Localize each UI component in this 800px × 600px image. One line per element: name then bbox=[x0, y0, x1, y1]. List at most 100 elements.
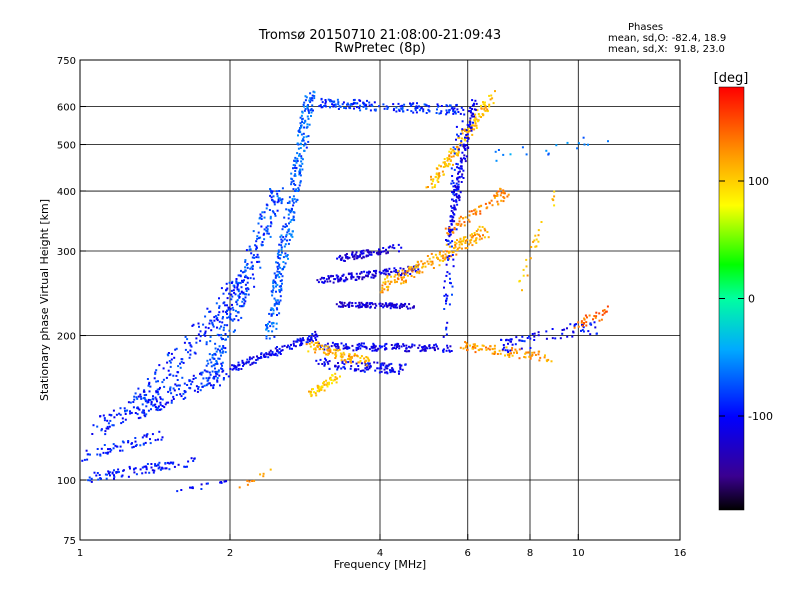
data-point bbox=[360, 271, 363, 273]
data-point bbox=[405, 281, 407, 284]
data-point bbox=[520, 339, 523, 342]
data-point bbox=[330, 345, 333, 348]
data-point bbox=[355, 305, 358, 308]
data-point bbox=[381, 291, 384, 294]
data-point bbox=[534, 245, 537, 248]
data-point bbox=[339, 279, 342, 282]
data-point bbox=[525, 153, 528, 156]
data-point bbox=[393, 303, 396, 306]
data-point bbox=[400, 282, 403, 285]
data-point bbox=[259, 236, 262, 239]
data-point bbox=[269, 217, 272, 220]
data-point bbox=[169, 361, 172, 364]
data-point bbox=[462, 145, 465, 148]
data-point bbox=[276, 201, 279, 204]
data-point bbox=[348, 355, 350, 357]
data-point bbox=[218, 297, 220, 300]
data-point bbox=[386, 304, 389, 307]
data-point bbox=[320, 97, 323, 100]
data-point bbox=[207, 362, 210, 365]
data-point bbox=[365, 107, 368, 110]
data-point bbox=[155, 380, 158, 383]
data-point bbox=[222, 292, 225, 295]
data-point bbox=[173, 389, 176, 392]
data-point bbox=[366, 305, 369, 308]
data-point bbox=[222, 378, 225, 381]
data-point bbox=[303, 109, 306, 112]
data-point bbox=[345, 361, 348, 364]
data-point bbox=[488, 348, 491, 351]
data-point bbox=[529, 356, 532, 359]
data-point bbox=[353, 354, 356, 357]
data-point bbox=[448, 150, 451, 153]
data-point bbox=[348, 256, 351, 259]
data-point bbox=[474, 122, 477, 125]
data-point bbox=[209, 319, 212, 322]
data-point bbox=[348, 353, 351, 356]
data-point bbox=[311, 99, 314, 102]
data-point bbox=[586, 316, 588, 319]
data-point bbox=[384, 343, 387, 346]
data-point bbox=[428, 347, 431, 350]
data-point bbox=[256, 235, 259, 238]
data-point bbox=[157, 467, 160, 470]
data-point bbox=[162, 367, 165, 370]
data-point bbox=[364, 361, 366, 364]
data-point bbox=[156, 391, 159, 394]
data-point bbox=[452, 192, 455, 195]
data-point bbox=[306, 115, 309, 118]
data-point bbox=[241, 279, 243, 282]
data-point bbox=[462, 347, 465, 350]
data-point bbox=[529, 257, 532, 260]
data-point bbox=[226, 312, 228, 315]
data-point bbox=[244, 274, 247, 277]
data-point bbox=[489, 98, 492, 101]
data-point bbox=[250, 252, 253, 255]
data-point bbox=[480, 116, 482, 118]
data-point bbox=[402, 267, 405, 270]
data-point bbox=[411, 343, 414, 346]
data-point bbox=[213, 364, 216, 367]
data-point bbox=[448, 231, 451, 234]
data-point bbox=[430, 182, 433, 185]
data-point bbox=[270, 221, 273, 224]
data-point bbox=[153, 377, 156, 380]
data-point bbox=[453, 194, 456, 197]
data-point bbox=[274, 299, 277, 302]
data-point bbox=[446, 346, 449, 349]
data-point bbox=[356, 354, 358, 357]
data-point bbox=[99, 454, 102, 457]
data-point bbox=[490, 94, 493, 97]
data-point bbox=[232, 289, 235, 292]
data-point bbox=[245, 362, 247, 365]
data-point bbox=[433, 186, 436, 188]
data-point bbox=[272, 289, 275, 292]
data-point bbox=[175, 374, 178, 377]
data-point bbox=[448, 233, 451, 236]
data-point bbox=[346, 257, 349, 260]
data-point bbox=[212, 357, 215, 360]
chart-title: Tromsø 20150710 21:08:00-21:09:43 bbox=[258, 28, 502, 43]
data-point bbox=[202, 377, 205, 380]
data-point bbox=[482, 113, 485, 116]
data-point bbox=[301, 139, 304, 142]
data-point bbox=[299, 174, 302, 177]
data-point bbox=[302, 337, 304, 340]
data-point bbox=[409, 268, 412, 271]
data-point bbox=[404, 363, 407, 366]
data-point bbox=[320, 389, 323, 391]
data-point bbox=[369, 271, 371, 274]
data-point bbox=[428, 345, 431, 347]
data-point bbox=[387, 288, 389, 291]
data-point bbox=[204, 315, 207, 318]
data-point bbox=[237, 294, 240, 297]
data-point bbox=[408, 350, 411, 353]
data-point bbox=[485, 348, 488, 351]
data-point bbox=[217, 313, 220, 316]
data-point bbox=[402, 272, 405, 275]
data-point bbox=[459, 241, 462, 244]
data-point bbox=[229, 307, 232, 310]
data-point bbox=[177, 463, 180, 466]
data-point bbox=[280, 244, 283, 247]
data-point bbox=[486, 206, 489, 209]
